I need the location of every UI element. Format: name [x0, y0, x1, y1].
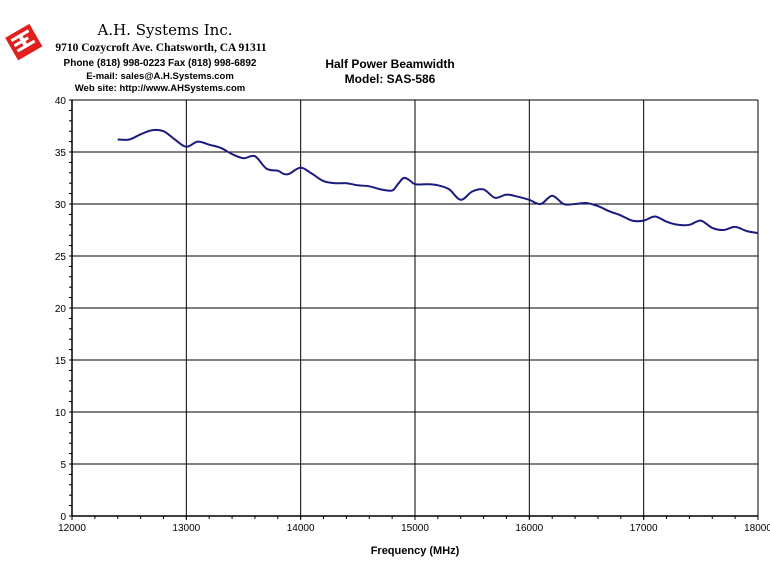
company-phone: Phone (818) 998-0223 Fax (818) 998-6892: [63, 58, 257, 69]
y-tick-label: 40: [55, 96, 67, 107]
y-tick-label: 35: [55, 148, 67, 159]
series-layer: [117, 128, 759, 235]
y-tick-label: 15: [55, 356, 67, 367]
y-tick-label: 30: [55, 200, 67, 211]
axes: [69, 99, 759, 520]
y-tick-label: 20: [55, 304, 67, 315]
y-tick-labels: 0 5 10 15 20 25 30 35 40: [55, 96, 67, 523]
x-tick-label: 18000: [744, 523, 770, 534]
y-tick-label: 25: [55, 252, 67, 263]
y-tick-label: 0: [60, 512, 66, 523]
company-email: E-mail: sales@A.H.Systems.com: [86, 71, 234, 82]
x-tick-label: 16000: [515, 523, 543, 534]
x-axis-label: Frequency (MHz): [371, 545, 460, 557]
chart-subtitle: Model: SAS-586: [344, 72, 436, 86]
y-tick-label: 5: [60, 460, 66, 471]
x-tick-label: 13000: [172, 523, 200, 534]
grid-lines: [71, 99, 759, 517]
company-website: Web site: http://www.AHSystems.com: [74, 83, 246, 94]
x-tick-label: 15000: [401, 523, 429, 534]
series-line: [117, 128, 759, 235]
x-tick-labels: 12000 13000 14000 15000 16000 17000 18000: [58, 523, 770, 534]
chart-title: Half Power Beamwidth: [325, 57, 455, 71]
x-tick-label: 17000: [630, 523, 658, 534]
x-tick-label: 12000: [58, 523, 86, 534]
ahs-logo-icon: [5, 23, 43, 61]
company-address: 9710 Cozycroft Ave. Chatsworth, CA 91311: [55, 42, 267, 54]
company-name: A.H. Systems Inc.: [97, 21, 233, 39]
y-tick-label: 10: [55, 408, 67, 419]
x-tick-label: 14000: [287, 523, 315, 534]
